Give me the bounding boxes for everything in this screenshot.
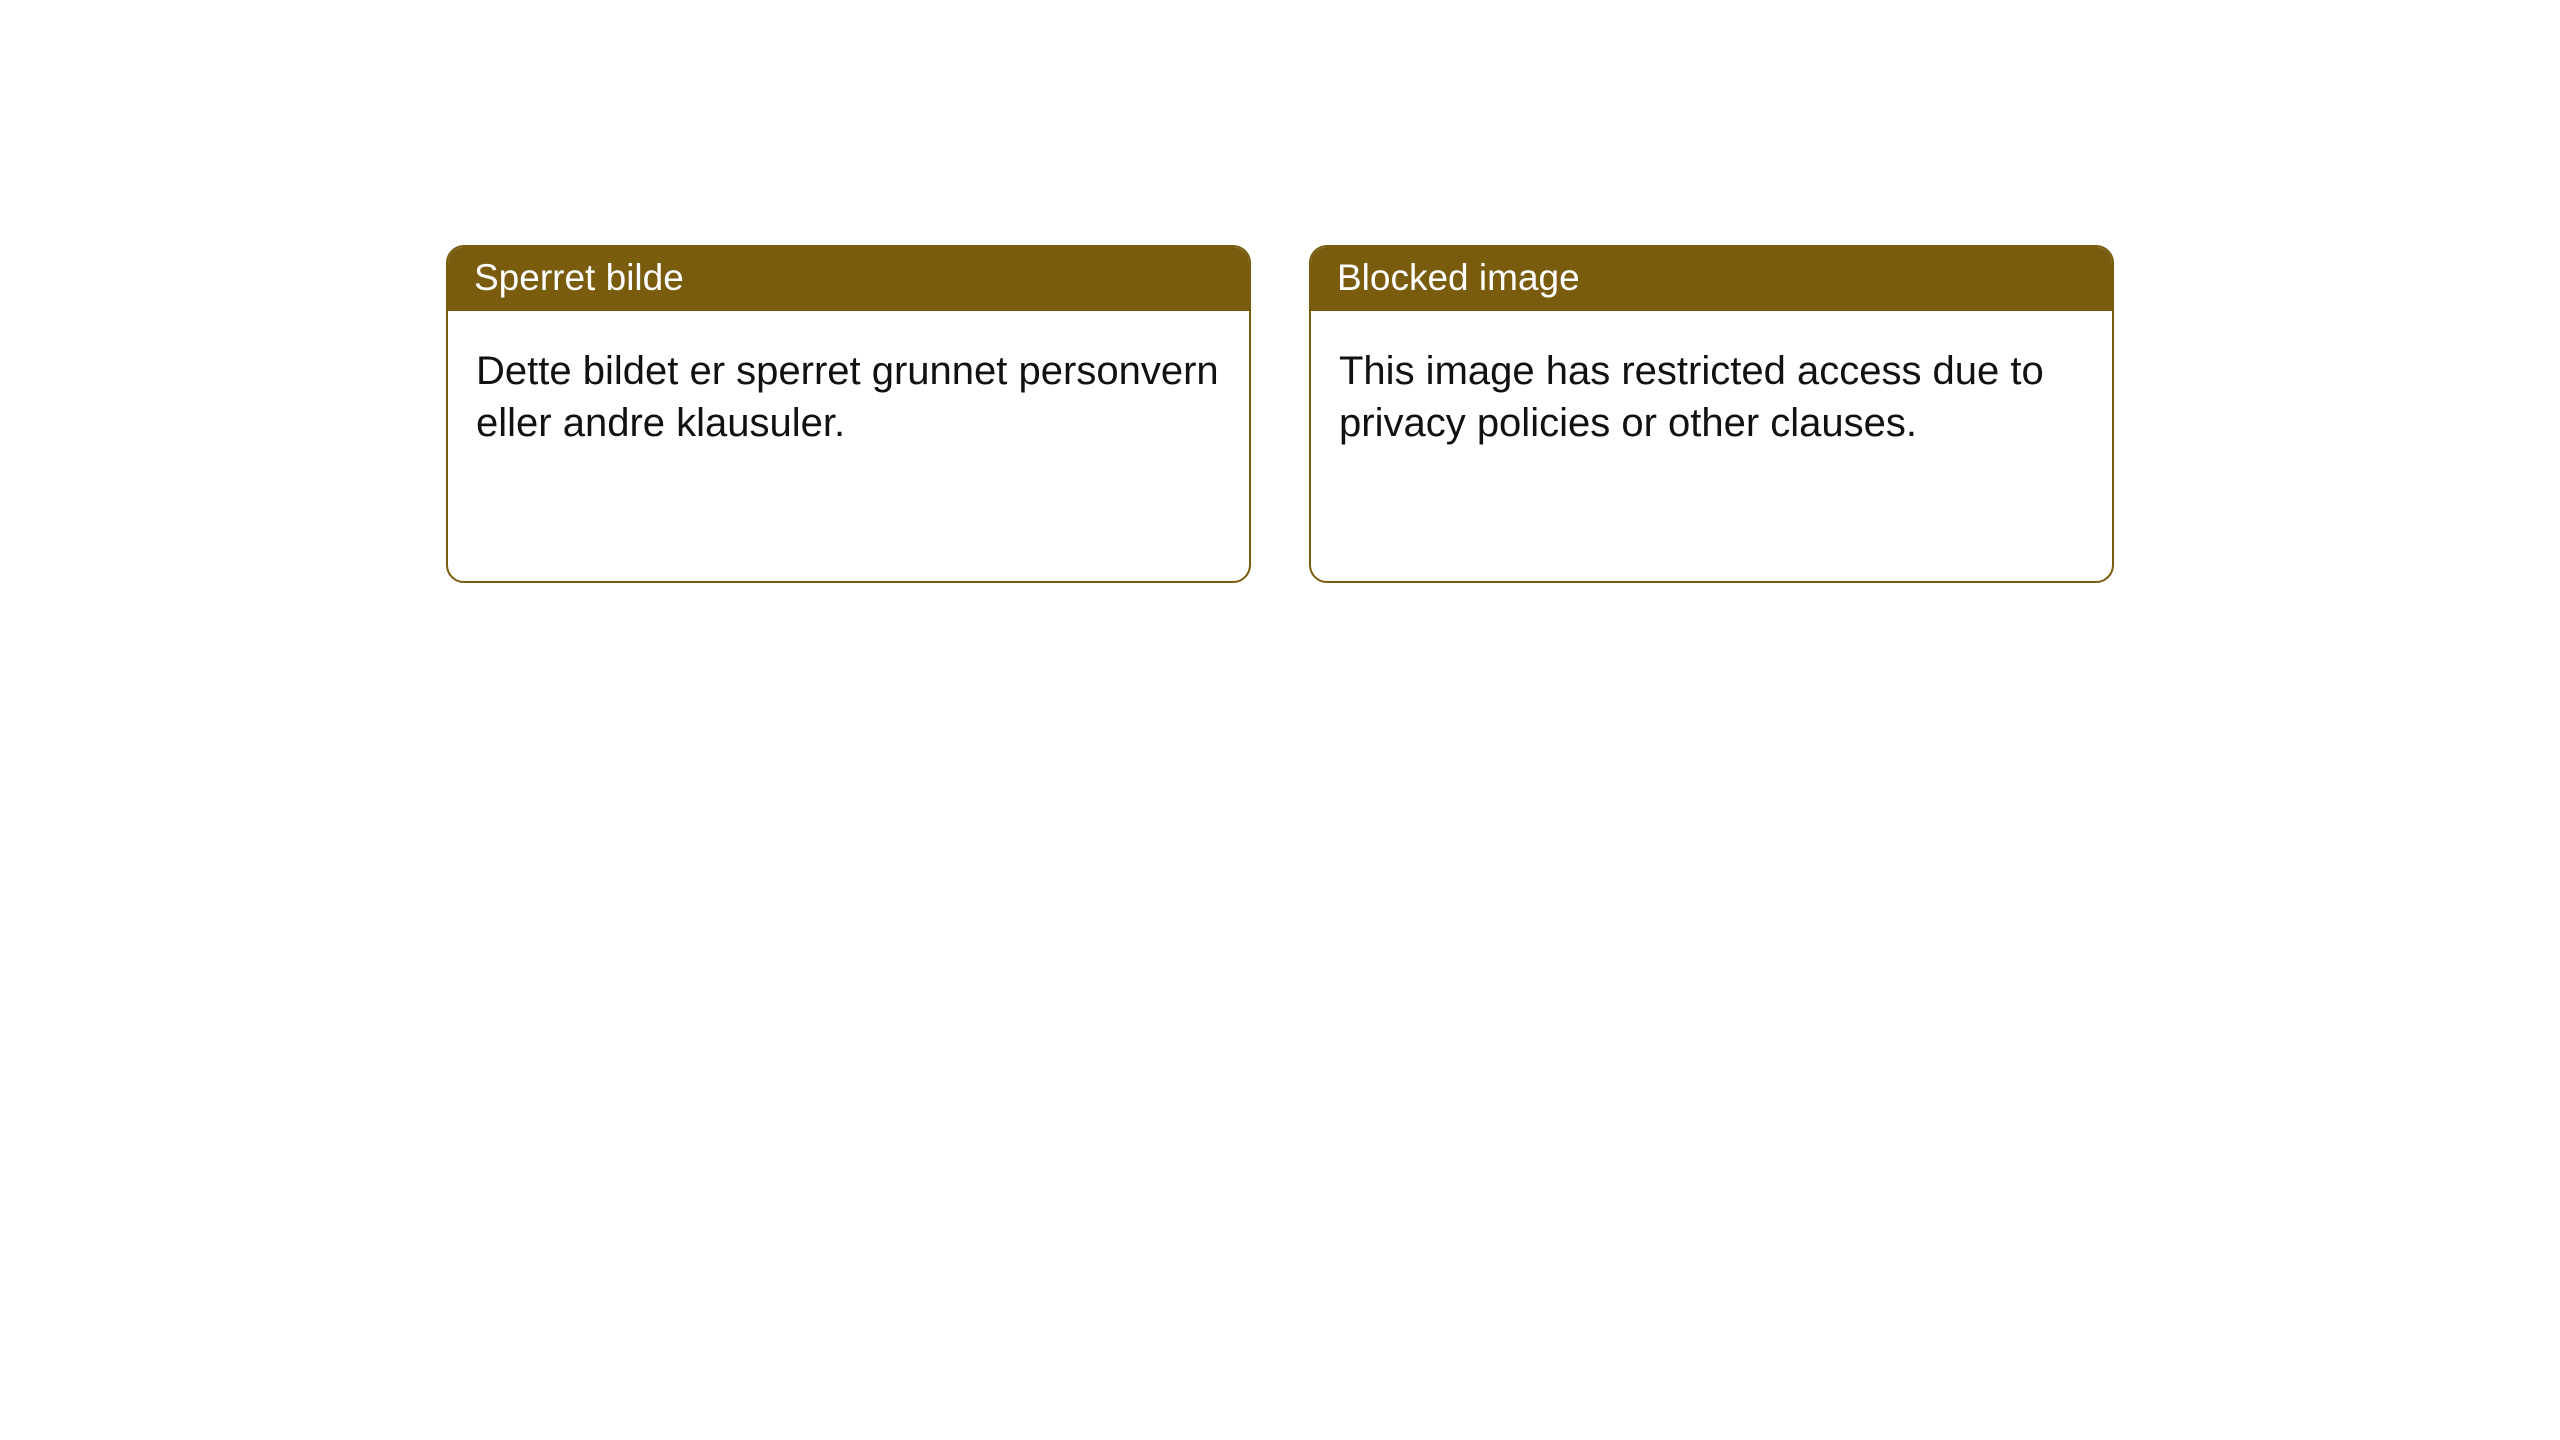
notice-title-no: Sperret bilde xyxy=(448,247,1249,311)
notice-body-en: This image has restricted access due to … xyxy=(1311,311,2112,581)
notice-card-en: Blocked image This image has restricted … xyxy=(1309,245,2114,583)
notice-title-en: Blocked image xyxy=(1311,247,2112,311)
notice-container: Sperret bilde Dette bildet er sperret gr… xyxy=(0,0,2560,583)
notice-card-no: Sperret bilde Dette bildet er sperret gr… xyxy=(446,245,1251,583)
notice-body-no: Dette bildet er sperret grunnet personve… xyxy=(448,311,1249,581)
